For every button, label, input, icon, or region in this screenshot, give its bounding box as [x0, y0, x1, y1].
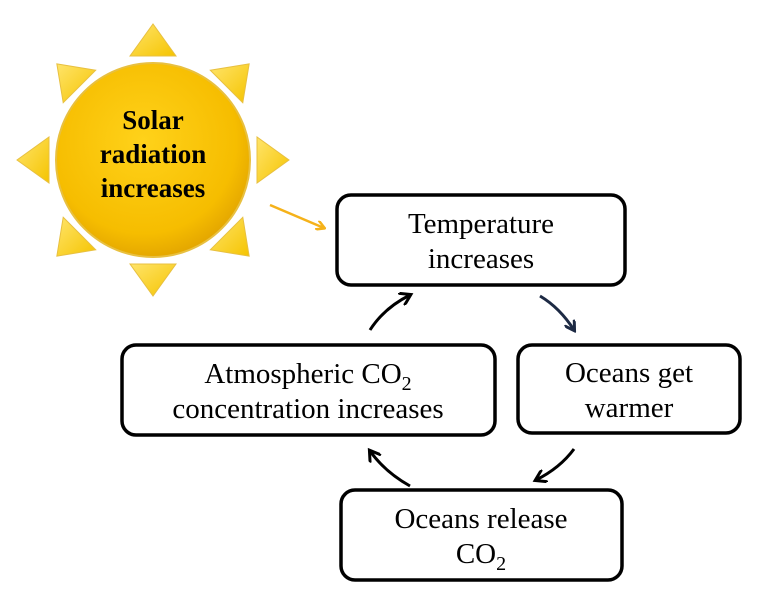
node-label: Atmospheric CO2: [204, 358, 411, 395]
label-text: CO: [456, 538, 496, 570]
label-text: increases: [428, 243, 534, 275]
sun-rays: [16, 23, 290, 297]
sun-ray: [56, 216, 97, 257]
label-text: warmer: [585, 392, 674, 424]
sun-label: Solar: [122, 105, 184, 135]
label-text: Atmospheric CO: [204, 358, 401, 390]
arrow: [368, 295, 410, 331]
sun-ray: [209, 216, 250, 257]
sun: [55, 62, 251, 258]
label-text: Temperature: [408, 208, 554, 240]
node-label: Oceans get: [565, 357, 693, 389]
sun-ray: [256, 136, 290, 184]
node-box: [516, 343, 742, 435]
sun-label: radiation: [100, 139, 207, 169]
sun-ray: [129, 263, 177, 297]
node-label: Oceans release: [394, 503, 567, 535]
node-label: CO2: [456, 538, 506, 575]
node-label: increases: [428, 243, 534, 275]
node-label: concentration increases: [172, 393, 443, 425]
node-box: [339, 488, 624, 582]
node-label: Temperature: [408, 208, 554, 240]
sun-ray: [129, 23, 177, 57]
arrow: [269, 203, 324, 228]
sun-label: increases: [101, 173, 205, 203]
sun-ray: [56, 63, 97, 104]
label-text: Oceans release: [394, 503, 567, 535]
node-box: [335, 193, 627, 287]
sun-ray: [209, 63, 250, 104]
label-text: concentration increases: [172, 393, 443, 425]
label-text: 2: [496, 553, 506, 575]
arrow: [370, 451, 411, 488]
label-text: Oceans get: [565, 357, 693, 389]
node-box: [120, 343, 497, 437]
arrow: [539, 294, 574, 330]
arrow: [536, 448, 576, 480]
node-label: warmer: [585, 392, 674, 424]
label-text: 2: [402, 373, 412, 395]
sun-ray: [16, 136, 50, 184]
